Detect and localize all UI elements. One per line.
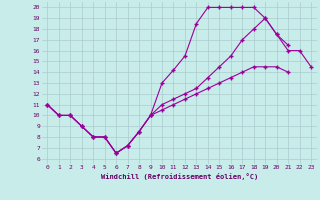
X-axis label: Windchill (Refroidissement éolien,°C): Windchill (Refroidissement éolien,°C) [100,173,258,180]
